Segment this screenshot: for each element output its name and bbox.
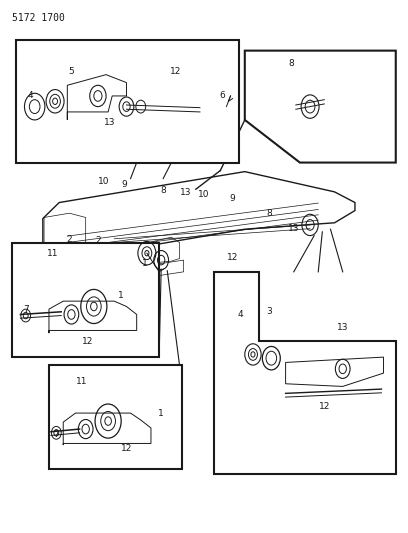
Text: 13: 13: [104, 118, 116, 127]
Bar: [12, 243, 159, 357]
Text: 12: 12: [227, 254, 238, 262]
Text: 2: 2: [95, 237, 101, 245]
Text: 12: 12: [121, 445, 132, 453]
Text: 9: 9: [230, 194, 235, 203]
Text: 10: 10: [198, 190, 210, 199]
Text: 6: 6: [220, 92, 225, 100]
Text: 8: 8: [289, 60, 295, 68]
Text: 5: 5: [69, 68, 74, 76]
Text: 5172 1700: 5172 1700: [12, 13, 65, 23]
Polygon shape: [245, 51, 396, 163]
Text: 3: 3: [266, 308, 272, 316]
Text: 13: 13: [180, 189, 191, 197]
Text: 13: 13: [288, 224, 299, 232]
Text: 9: 9: [122, 181, 127, 189]
Text: 11: 11: [47, 249, 59, 257]
Text: 12: 12: [82, 337, 93, 345]
Text: 1: 1: [142, 259, 148, 268]
Bar: [49, 365, 182, 469]
Text: 4: 4: [238, 310, 244, 319]
Text: 1: 1: [158, 409, 164, 417]
Bar: [16, 40, 239, 163]
Text: 7: 7: [24, 305, 29, 313]
Text: 8: 8: [266, 209, 272, 217]
Text: 8: 8: [160, 186, 166, 195]
Text: 2: 2: [67, 236, 72, 244]
Text: 13: 13: [337, 324, 348, 332]
Text: 7: 7: [53, 430, 59, 439]
Text: 10: 10: [98, 177, 110, 185]
Text: 4: 4: [28, 92, 33, 100]
Text: 11: 11: [76, 377, 87, 385]
Text: 1: 1: [118, 292, 123, 300]
Polygon shape: [214, 272, 396, 474]
Text: 12: 12: [319, 402, 330, 410]
Text: 12: 12: [170, 68, 181, 76]
